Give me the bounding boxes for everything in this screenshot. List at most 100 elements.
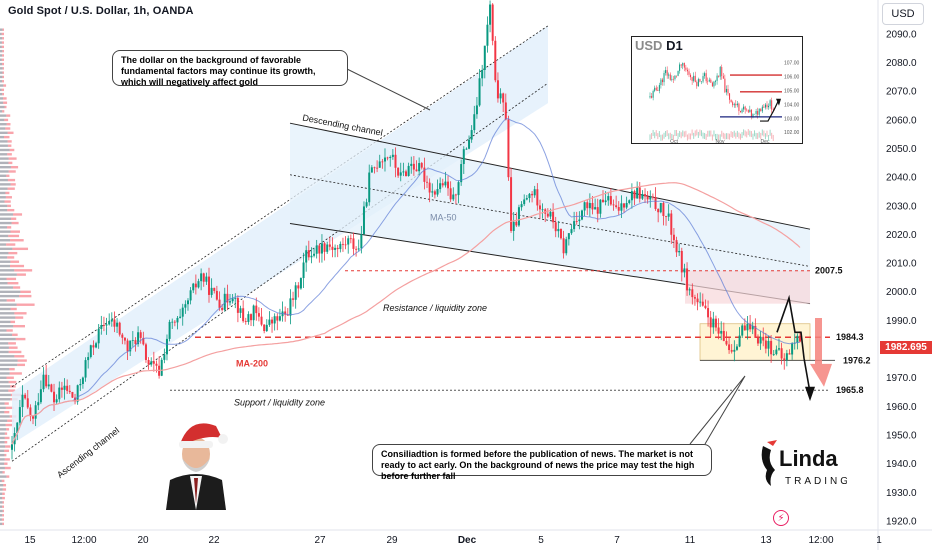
- inset-volume-bar: [661, 134, 663, 141]
- volume-profile-bar: [4, 466, 11, 470]
- volume-profile-bar: [4, 436, 10, 440]
- candle-body: [257, 313, 260, 317]
- candle-body: [580, 210, 583, 220]
- candle-body: [714, 318, 717, 328]
- candle-body: [344, 244, 347, 246]
- candle-body: [394, 154, 397, 168]
- volume-profile-bar: [0, 376, 7, 379]
- price-tick-label: 2090.0: [886, 29, 917, 40]
- volume-profile-bar: [7, 131, 14, 135]
- volume-profile-bar: [0, 355, 15, 358]
- candle-body: [163, 354, 166, 360]
- candle-body: [210, 287, 213, 295]
- volume-profile-bar: [0, 239, 11, 242]
- candle-body: [583, 202, 586, 211]
- inset-price-label: 103.00: [784, 116, 800, 122]
- price-tick-label: 2040.0: [886, 173, 917, 184]
- inset-candle-body: [652, 90, 654, 98]
- annotation-ascending-channel: Ascending channel: [55, 425, 121, 480]
- volume-profile-bar: [0, 389, 9, 392]
- volume-profile-bar: [2, 54, 4, 57]
- candle: [24, 392, 27, 400]
- candle-body: [759, 336, 762, 344]
- volume-profile-bar: [14, 355, 25, 358]
- candle: [714, 315, 717, 332]
- inset-candle-body: [738, 103, 740, 112]
- volume-profile-bar: [7, 153, 12, 156]
- volume-profile-bar: [0, 49, 3, 53]
- inset-volume-bar: [683, 131, 685, 138]
- volume-profile-bar: [0, 251, 9, 255]
- candle-body: [252, 305, 255, 321]
- candle-body: [205, 276, 208, 282]
- candle-body: [271, 319, 274, 324]
- candle: [323, 241, 326, 261]
- candle-body: [263, 324, 266, 332]
- candle-body: [87, 357, 90, 361]
- volume-profile-bar: [4, 118, 9, 122]
- candle-body: [720, 330, 723, 334]
- candle-body: [89, 345, 92, 358]
- volume-profile-bar: [2, 71, 4, 74]
- volume-profile-bar: [0, 282, 8, 285]
- candle-body: [636, 187, 639, 199]
- inset-candle-body: [697, 79, 699, 87]
- volume-profile-bar: [10, 320, 16, 324]
- candle-body: [244, 321, 247, 322]
- candle: [730, 344, 733, 354]
- fundamental-note-text: The dollar on the background of favorabl…: [121, 55, 316, 87]
- volume-profile-bar: [0, 333, 13, 336]
- candle-body: [630, 191, 633, 201]
- candle-body: [504, 102, 507, 120]
- candle-body: [318, 245, 321, 254]
- candle-body: [423, 167, 426, 182]
- candle-body: [541, 209, 544, 211]
- inset-candle-body: [707, 81, 709, 82]
- currency-button[interactable]: USD: [882, 3, 924, 25]
- candle: [454, 193, 457, 204]
- candle-body: [749, 324, 752, 330]
- candle-body: [229, 301, 232, 303]
- candle: [171, 318, 174, 330]
- inset-volume-bar: [697, 131, 699, 138]
- candle: [250, 313, 253, 326]
- volume-profile-bar: [0, 144, 8, 147]
- candle: [418, 157, 421, 176]
- candle-body: [105, 324, 108, 326]
- candle: [260, 308, 263, 327]
- annotation-ma-50: MA-50: [430, 213, 457, 223]
- candle: [654, 187, 657, 211]
- inset-volume-bar: [724, 133, 726, 140]
- volume-profile-bar: [3, 135, 10, 139]
- candle: [594, 198, 597, 210]
- candle-body: [486, 24, 489, 46]
- candle: [573, 211, 576, 232]
- candle-body: [777, 348, 780, 350]
- candle: [649, 190, 652, 208]
- candle-body: [192, 283, 195, 291]
- candle-body: [665, 215, 668, 217]
- candle-body: [722, 330, 725, 341]
- ascending-channel-lower: [11, 82, 549, 462]
- candle-body: [751, 325, 754, 330]
- candle: [229, 294, 232, 306]
- volume-profile-bar: [0, 97, 3, 100]
- time-tick-label: 12:00: [71, 535, 96, 546]
- volume-profile-bar: [6, 174, 10, 177]
- inset-volume-bar: [694, 130, 696, 137]
- flash-icon[interactable]: ⚡: [773, 510, 789, 526]
- candle-body: [609, 196, 612, 205]
- candle: [118, 321, 121, 337]
- candle-body: [620, 203, 623, 211]
- candle-body: [462, 149, 465, 165]
- annotation-resistance-zone: Resistance / liquidity zone: [383, 303, 487, 313]
- inset-volume-bar: [700, 130, 702, 137]
- candle-body: [767, 340, 770, 349]
- candle-body: [525, 198, 528, 200]
- candle: [751, 321, 754, 335]
- volume-profile-bar: [4, 432, 8, 435]
- candle: [244, 317, 247, 325]
- inset-candle-body: [708, 79, 710, 82]
- volume-profile-bar: [0, 475, 7, 478]
